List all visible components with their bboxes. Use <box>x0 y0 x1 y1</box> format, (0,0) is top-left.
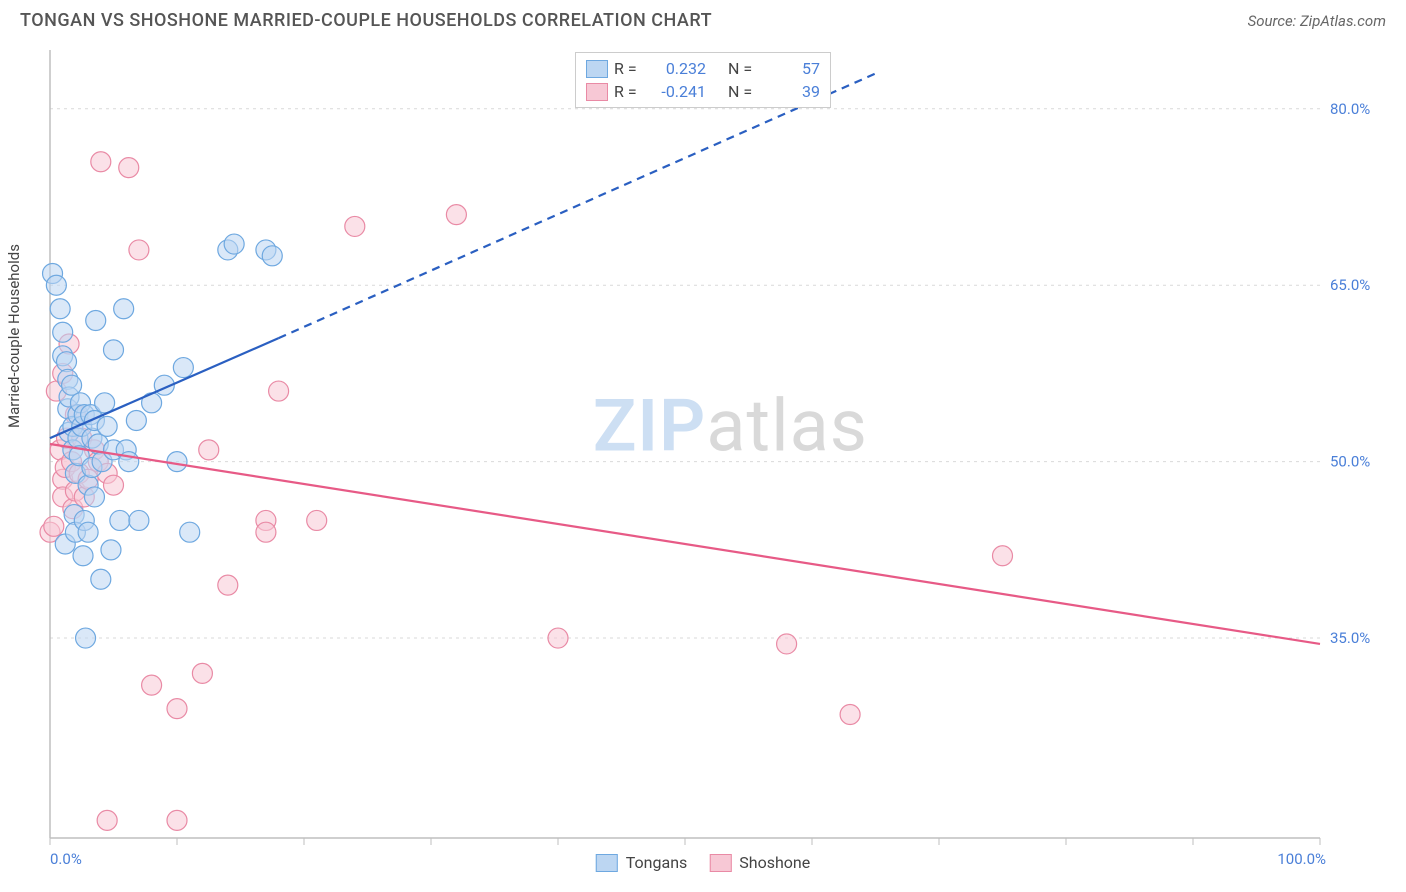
svg-text:65.0%: 65.0% <box>1330 276 1370 294</box>
svg-text:50.0%: 50.0% <box>1330 453 1370 471</box>
series-legend: Tongans Shoshone <box>596 853 810 872</box>
swatch-shoshone <box>709 854 731 872</box>
swatch-tongans <box>586 60 608 78</box>
stats-row-tongans: R = 0.232 N = 57 <box>586 57 820 80</box>
source-attribution: Source: ZipAtlas.com <box>1248 12 1386 30</box>
swatch-shoshone <box>586 83 608 101</box>
r-label: R = <box>614 82 644 101</box>
chart-title: TONGAN VS SHOSHONE MARRIED-COUPLE HOUSEH… <box>20 10 712 31</box>
stats-row-shoshone: R = -0.241 N = 39 <box>586 80 820 103</box>
n-value-shoshone: 39 <box>764 82 820 101</box>
stats-legend: R = 0.232 N = 57 R = -0.241 N = 39 <box>575 52 831 108</box>
legend-label-shoshone: Shoshone <box>739 853 810 872</box>
legend-label-tongans: Tongans <box>626 853 688 872</box>
x-axis-label-min: 0.0% <box>50 850 82 868</box>
svg-text:80.0%: 80.0% <box>1330 100 1370 118</box>
x-axis-label-max: 100.0% <box>1277 850 1326 868</box>
r-value-shoshone: -0.241 <box>650 82 706 101</box>
n-label: N = <box>728 82 758 101</box>
r-label: R = <box>614 59 644 78</box>
n-label: N = <box>728 59 758 78</box>
y-axis-label: Married-couple Households <box>5 244 23 428</box>
n-value-tongans: 57 <box>764 59 820 78</box>
legend-item-shoshone: Shoshone <box>709 853 810 872</box>
legend-item-tongans: Tongans <box>596 853 688 872</box>
chart-area: Married-couple Households 35.0%50.0%65.0… <box>18 44 1388 874</box>
svg-text:35.0%: 35.0% <box>1330 629 1370 647</box>
scatter-plot: 35.0% 50.0% 65.0% 80.0% <box>18 44 1388 874</box>
r-value-tongans: 0.232 <box>650 59 706 78</box>
swatch-tongans <box>596 854 618 872</box>
